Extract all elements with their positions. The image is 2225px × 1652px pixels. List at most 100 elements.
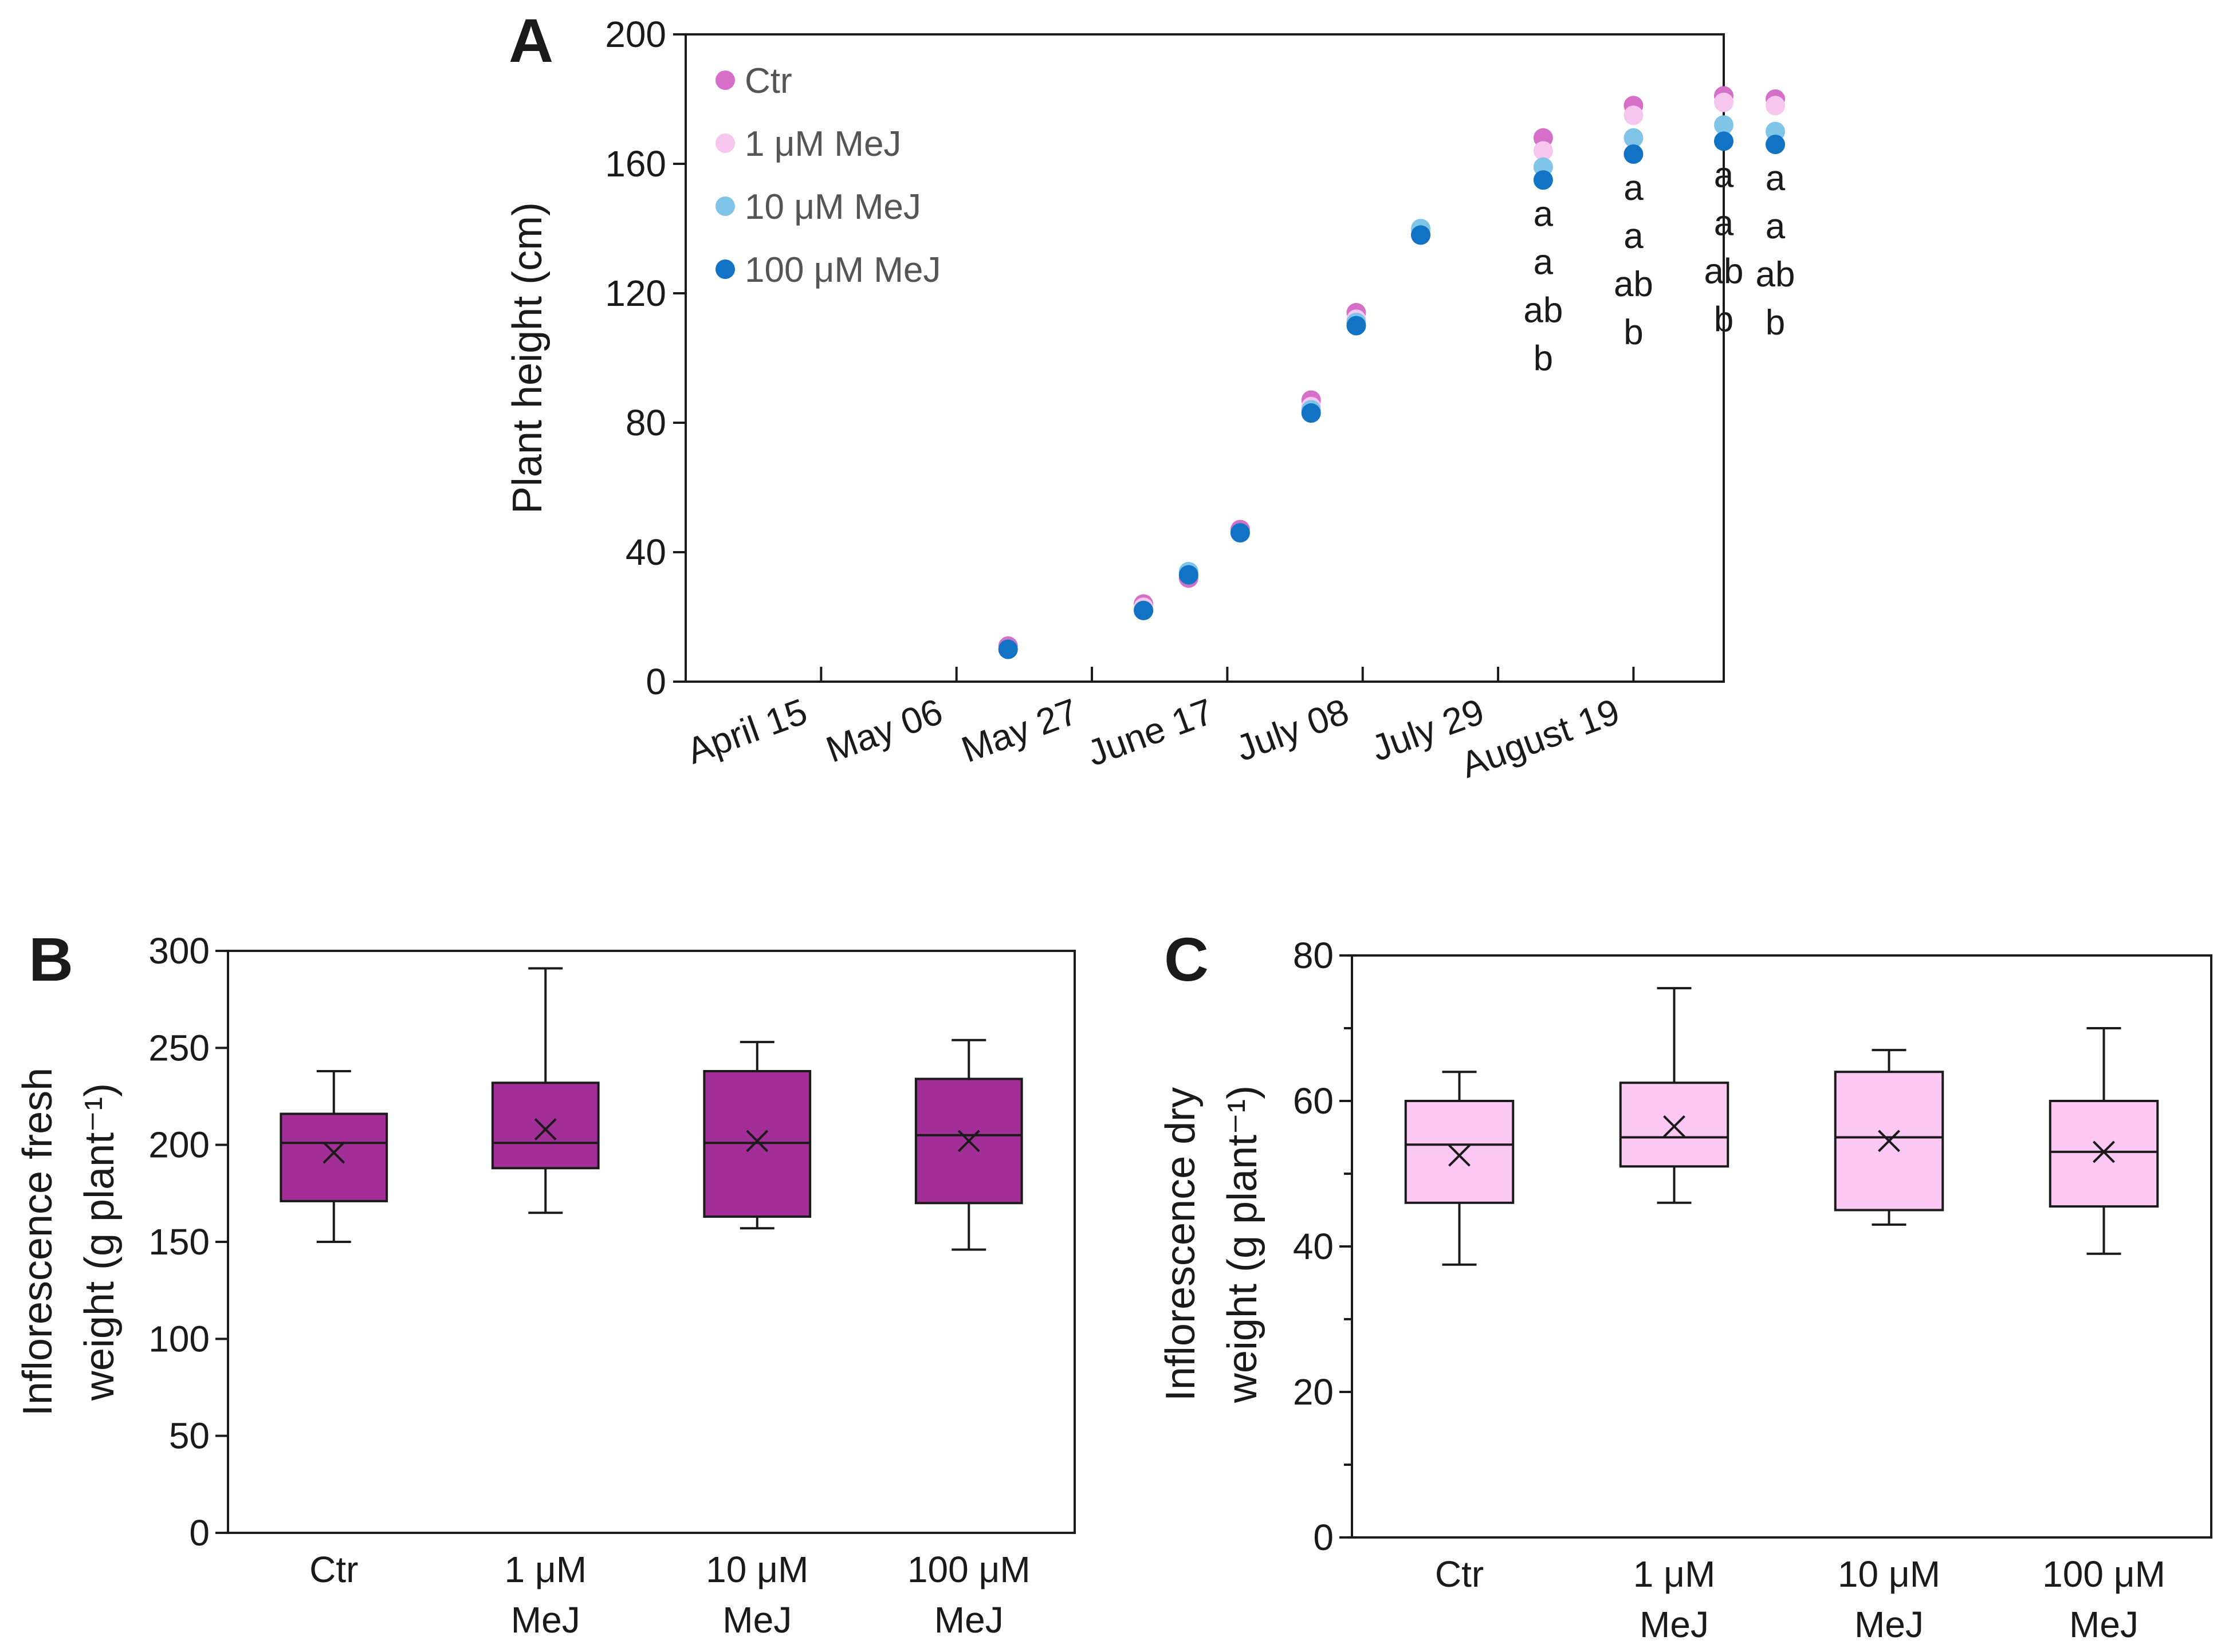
significance-letter: b: [1534, 339, 1553, 378]
panel-a-y-axis-label: Plant height (cm): [505, 202, 551, 514]
x-category-label: MeJ: [511, 1599, 580, 1641]
y-tick-label: 60: [1293, 1080, 1334, 1122]
data-point: [1134, 600, 1154, 620]
data-point: [1766, 96, 1786, 116]
mean-marker: [1448, 1144, 1471, 1167]
box-iqr: [2049, 1100, 2159, 1208]
significance-letter: a: [1623, 217, 1644, 256]
legend-marker: [716, 70, 735, 90]
legend-marker: [716, 259, 735, 279]
x-category-label: MeJ: [934, 1599, 1004, 1641]
significance-letter: ab: [1704, 251, 1744, 291]
significance-letter: a: [1766, 207, 1786, 246]
mean-marker: [2093, 1140, 2115, 1163]
y-tick-label: 200: [148, 1124, 210, 1166]
data-point: [1411, 225, 1431, 245]
mean-marker: [746, 1130, 769, 1153]
panel-c-x-axis: Ctr 1 μM MeJ 10 μM MeJ 100 μM MeJ: [1435, 1553, 2165, 1645]
mean-marker: [957, 1130, 980, 1153]
x-tick-label: August 19: [1456, 690, 1625, 785]
data-point: [1346, 316, 1366, 336]
x-tick-label: June 17: [1082, 690, 1219, 774]
y-tick-label: 120: [605, 273, 666, 314]
panel-c-boxplots: [1404, 987, 2159, 1266]
x-tick-label: July 08: [1231, 690, 1354, 769]
y-tick-label: 300: [148, 930, 210, 971]
y-tick-label: 0: [646, 661, 666, 702]
panel-c-y-axis-label-line2: weight (g plant⁻¹): [1220, 1085, 1265, 1403]
box-iqr: [1619, 1081, 1729, 1168]
x-category-label: MeJ: [1640, 1604, 1709, 1645]
box-iqr: [1404, 1100, 1515, 1204]
x-category-label: Ctr: [1435, 1553, 1484, 1595]
panel-c-label: C: [1164, 925, 1209, 994]
panel-a-legend: Ctr 1 μM MeJ 10 μM MeJ 100 μM MeJ: [716, 61, 941, 290]
y-tick-label: 20: [1293, 1371, 1334, 1413]
panel-c-y-axis-label-line1: Inflorescence dry: [1158, 1087, 1204, 1401]
x-tick-label: May 27: [956, 690, 1083, 770]
significance-letter: b: [1766, 303, 1785, 343]
significance-letter: b: [1623, 313, 1643, 352]
y-tick-label: 0: [189, 1512, 210, 1553]
panel-c-y-axis: 0 20 40 60 80: [1293, 935, 1352, 1558]
y-tick-label: 250: [148, 1027, 210, 1068]
x-category-label: 1 μM: [504, 1549, 587, 1590]
significance-letter: a: [1534, 194, 1554, 234]
significance-letter: ab: [1756, 255, 1795, 294]
panel-b-y-axis: 0 50 100 150 200 250 300: [148, 930, 228, 1553]
x-tick-label: April 15: [682, 690, 813, 772]
data-point: [1714, 115, 1733, 135]
x-category-label: MeJ: [2069, 1604, 2138, 1645]
mean-marker: [534, 1118, 557, 1140]
y-tick-label: 40: [1293, 1226, 1334, 1267]
mean-marker: [1663, 1115, 1685, 1138]
x-category-label: Ctr: [309, 1549, 358, 1590]
data-point: [1714, 92, 1733, 112]
significance-letter: a: [1623, 168, 1644, 208]
panel-b-label: B: [29, 925, 73, 994]
panel-a: A 0 40 80 120 160 200 April 15 May 06 May 27Jun…: [505, 6, 1795, 786]
legend-label: 10 μM MeJ: [745, 187, 921, 227]
panel-b: B 0 50 100 150 200 250 300 Inflorescence fresh…: [15, 925, 1076, 1641]
legend-label: 1 μM MeJ: [745, 124, 901, 164]
y-tick-label: 80: [1293, 935, 1334, 976]
significance-letter: a: [1534, 242, 1554, 282]
y-tick-label: 200: [605, 14, 666, 55]
data-point: [1301, 403, 1321, 423]
data-point: [1178, 565, 1198, 585]
panel-b-x-axis: Ctr 1 μM MeJ 10 μM MeJ 100 μM MeJ: [309, 1549, 1031, 1641]
panel-a-y-axis: 0 40 80 120 160 200: [605, 14, 686, 702]
x-category-label: MeJ: [1854, 1604, 1924, 1645]
panel-b-boxplots: [280, 967, 1023, 1251]
y-tick-label: 80: [626, 402, 666, 443]
significance-letter: b: [1714, 300, 1733, 339]
significance-letter: ab: [1614, 265, 1653, 304]
panel-a-data-points: [998, 86, 1786, 659]
x-category-label: 10 μM: [1838, 1553, 1940, 1595]
y-tick-label: 50: [169, 1415, 210, 1457]
panel-a-plot-frame: [685, 33, 1725, 683]
significance-letter: a: [1714, 155, 1734, 195]
legend-marker: [716, 133, 735, 153]
mean-marker: [323, 1141, 345, 1164]
box-iqr: [491, 1081, 600, 1170]
legend-label: 100 μM MeJ: [745, 250, 941, 290]
y-tick-label: 150: [148, 1221, 210, 1262]
significance-letter: a: [1714, 203, 1734, 243]
panel-a-label: A: [509, 6, 553, 75]
y-tick-label: 160: [605, 143, 666, 184]
legend-marker: [716, 196, 735, 216]
data-point: [1230, 523, 1250, 543]
panel-b-y-axis-label-line2: weight (g plant⁻¹): [77, 1083, 123, 1401]
mean-marker: [1878, 1130, 1900, 1153]
box-iqr: [280, 1112, 388, 1202]
panel-c: C 0 20 40 60 80 Inflorescence dry weight (g …: [1158, 925, 2212, 1645]
x-category-label: 1 μM: [1633, 1553, 1716, 1595]
data-point: [1623, 128, 1644, 148]
y-tick-label: 0: [1313, 1517, 1334, 1558]
data-point: [998, 639, 1018, 659]
x-tick-label: May 06: [821, 690, 948, 770]
panel-b-y-axis-label-line1: Inflorescence fresh: [15, 1068, 61, 1416]
